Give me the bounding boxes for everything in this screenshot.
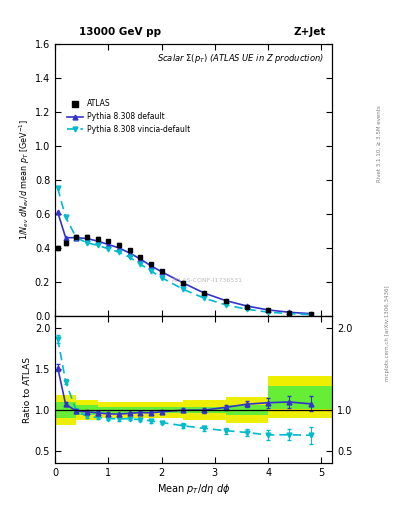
- Text: Z+Jet: Z+Jet: [294, 27, 326, 37]
- Y-axis label: $1/N_{ev}\ dN_{ev}/d\ \mathrm{mean}\ p_T\ [\mathrm{GeV}^{-1}]$: $1/N_{ev}\ dN_{ev}/d\ \mathrm{mean}\ p_T…: [18, 119, 32, 241]
- Text: 13000 GeV pp: 13000 GeV pp: [79, 27, 161, 37]
- Y-axis label: Ratio to ATLAS: Ratio to ATLAS: [23, 357, 32, 423]
- Text: Scalar $\Sigma(p_T)$ (ATLAS UE in Z production): Scalar $\Sigma(p_T)$ (ATLAS UE in Z prod…: [157, 52, 324, 65]
- Legend: ATLAS, Pythia 8.308 default, Pythia 8.308 vincia-default: ATLAS, Pythia 8.308 default, Pythia 8.30…: [64, 96, 193, 137]
- Text: Rivet 3.1.10, ≥ 3.5M events: Rivet 3.1.10, ≥ 3.5M events: [377, 105, 382, 182]
- X-axis label: Mean $p_T/d\eta\ d\phi$: Mean $p_T/d\eta\ d\phi$: [157, 482, 230, 497]
- Text: mcplots.cern.ch [arXiv:1306.3436]: mcplots.cern.ch [arXiv:1306.3436]: [385, 285, 389, 380]
- Text: ATLAS-CONF-I1736531: ATLAS-CONF-I1736531: [172, 279, 243, 283]
